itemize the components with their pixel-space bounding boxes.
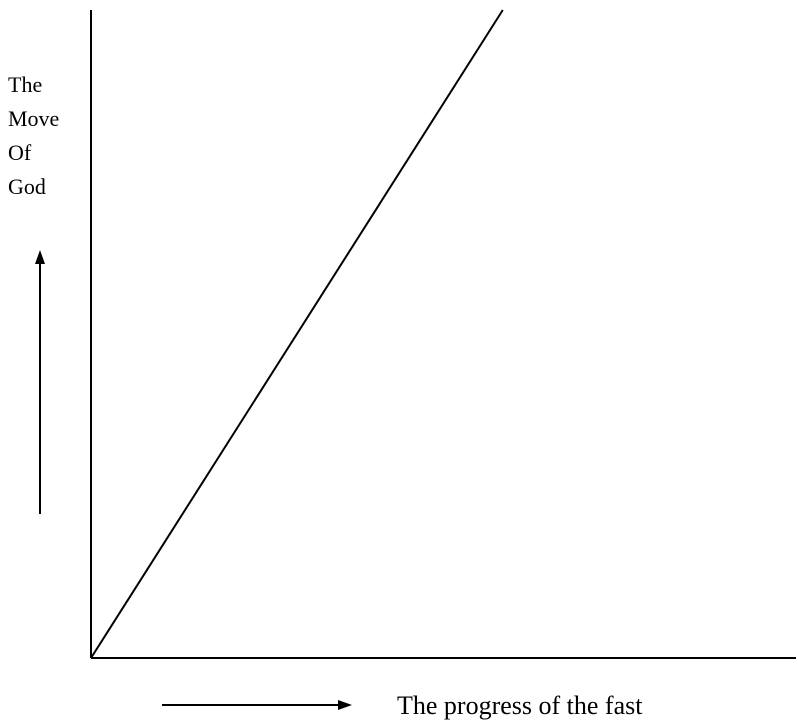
series-layer bbox=[90, 9, 504, 659]
y-axis-label-line: Move bbox=[8, 106, 59, 131]
right-arrow-icon bbox=[162, 700, 352, 710]
x-axis-label: The progress of the fast bbox=[397, 691, 643, 720]
series-line-0 bbox=[90, 9, 504, 659]
up-arrow-icon bbox=[35, 250, 45, 514]
y-axis-label: The Move Of God bbox=[8, 72, 65, 199]
y-axis-label-line: The bbox=[8, 72, 42, 97]
y-axis-label-line: God bbox=[8, 174, 46, 199]
y-axis-label-line: Of bbox=[8, 140, 32, 165]
